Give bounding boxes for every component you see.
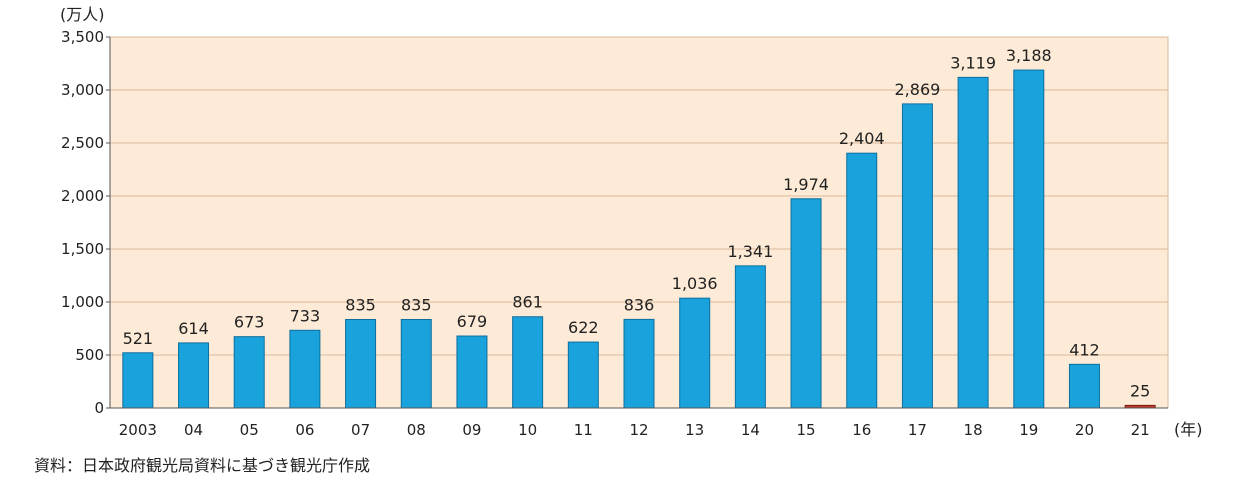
data-label: 733 [290,306,321,325]
bar [178,342,210,409]
x-tick-label: 09 [462,421,481,439]
x-tick-label: 14 [741,421,760,439]
x-tick-label: 07 [351,421,370,439]
data-label: 835 [345,295,376,314]
y-axis-unit-label: (万人) [60,5,105,24]
data-label: 1,974 [783,175,829,194]
bar [512,316,544,409]
data-label: 3,188 [1006,46,1052,65]
x-tick-label: 20 [1075,421,1094,439]
bar [790,198,822,409]
x-tick-label: 15 [797,421,816,439]
data-label: 25 [1130,381,1150,400]
bar [957,76,989,409]
data-label: 2,404 [839,129,885,148]
y-tick-label: 3,000 [61,81,104,99]
x-tick-label: 16 [852,421,871,439]
bar [846,152,878,409]
bars: 521 614 673 733 835 835 679 861 622 836 1,036 1,341… [122,46,1156,409]
data-label: 1,341 [727,242,773,261]
bar [400,318,432,409]
bar [345,318,377,409]
x-tick-label: 08 [407,421,426,439]
gridlines [110,36,1168,356]
data-label: 861 [512,293,543,312]
y-tick-label: 2,500 [61,134,104,152]
data-label: 2,869 [895,80,941,99]
data-label: 614 [178,319,209,338]
x-tick-label: 06 [295,421,314,439]
data-label: 412 [1069,340,1100,359]
data-label: 1,036 [672,274,718,293]
bar [734,265,766,409]
data-label: 521 [123,329,154,348]
data-label: 836 [624,295,655,314]
x-axis-unit-label: (年) [1174,420,1203,439]
data-label: 3,119 [950,53,996,72]
y-axis: 0 500 1,000 1,500 2,000 2,500 3,000 3,500 [61,28,111,417]
bar [289,329,321,409]
x-tick-label: 12 [629,421,648,439]
x-tick-label: 17 [908,421,927,439]
x-tick-label: 21 [1131,421,1150,439]
y-tick-label: 3,500 [61,28,104,46]
x-tick-label: 2003 [119,421,157,439]
data-label: 622 [568,318,599,337]
bar-chart: 0 500 1,000 1,500 2,000 2,500 3,000 3,500 521 61… [60,5,1203,439]
x-axis: 2003 04 05 06 07 08 09 10 11 12 13 14 15 16 17 18 19 20 21 [110,407,1168,439]
bar [122,352,154,409]
data-label: 679 [457,312,488,331]
bar [901,103,933,409]
x-tick-label: 13 [685,421,704,439]
bar [567,341,599,409]
y-tick-label: 1,500 [61,240,104,258]
bar [679,297,711,409]
bar [233,336,265,409]
y-tick-label: 2,000 [61,187,104,205]
bar [456,335,488,409]
y-tick-label: 0 [94,399,104,417]
x-tick-label: 04 [184,421,203,439]
data-label: 673 [234,313,265,332]
bar [623,318,655,409]
x-tick-label: 19 [1019,421,1038,439]
x-tick-label: 05 [240,421,259,439]
x-tick-label: 10 [518,421,537,439]
bar [1013,69,1045,409]
x-tick-label: 18 [964,421,983,439]
data-label: 835 [401,295,432,314]
source-note: 資料：日本政府観光局資料に基づき観光庁作成 [34,456,371,475]
y-tick-label: 1,000 [61,293,104,311]
y-tick-label: 500 [75,346,104,364]
bar [1068,363,1100,409]
x-tick-label: 11 [574,421,593,439]
